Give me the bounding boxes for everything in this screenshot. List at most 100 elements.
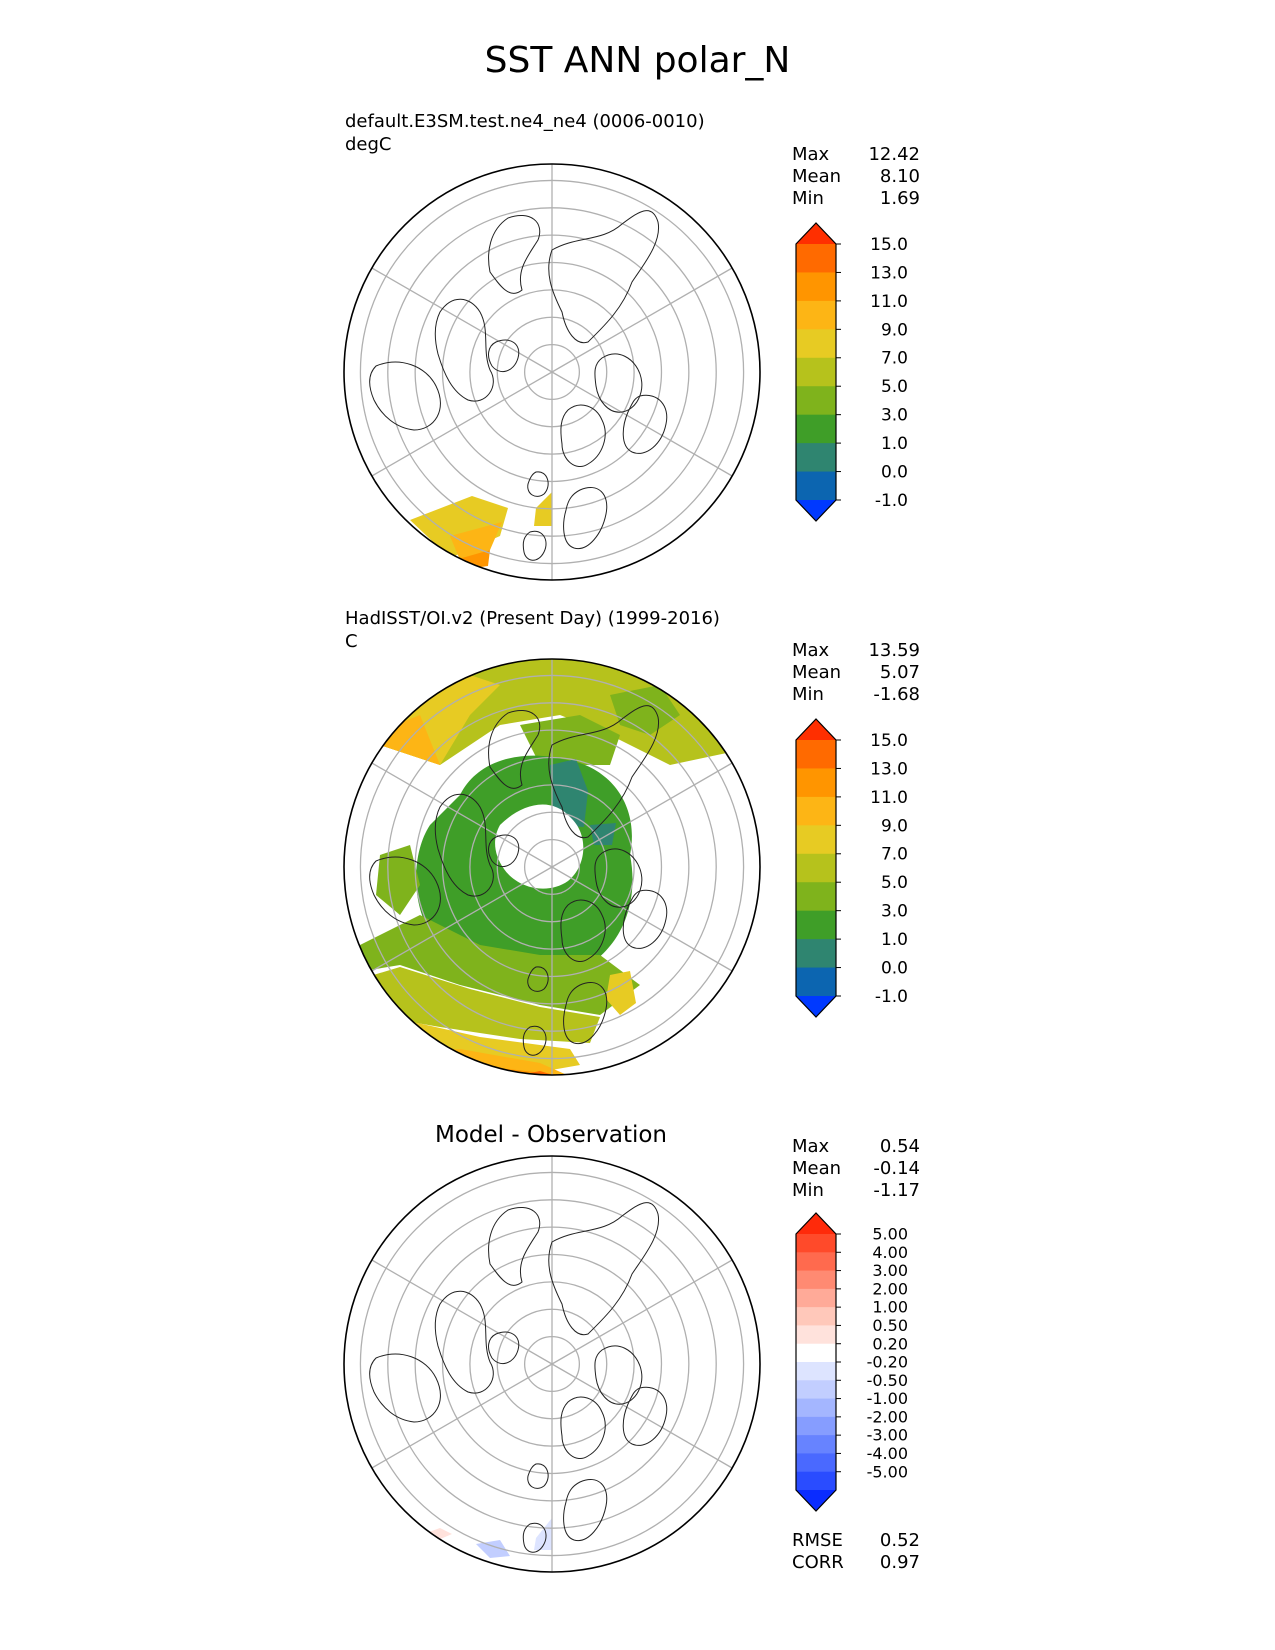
map-border	[343, 658, 761, 1076]
colorbar-extend-min	[796, 500, 836, 521]
colorbar-tick-label: 5.0	[881, 873, 908, 893]
meridian-line	[371, 866, 553, 972]
colorbar-segment	[796, 414, 836, 444]
colorbar-tick-label: 11.0	[870, 788, 908, 808]
colorbar-tick-label: 15.0	[870, 731, 908, 751]
colorbar-segment	[796, 1453, 836, 1473]
stat-label: Max	[792, 1136, 830, 1157]
colorbar-tick-label: 2.00	[872, 1279, 908, 1298]
coastline	[488, 1207, 541, 1286]
stat-value: 12.42	[868, 144, 920, 165]
meridian-line	[371, 1259, 553, 1365]
map-clip-group	[359, 164, 745, 580]
stat-label: Min	[792, 1180, 824, 1201]
panel2-polar-map	[343, 658, 761, 1076]
coastline	[594, 848, 643, 908]
coastline	[548, 1202, 660, 1336]
coastline	[527, 966, 549, 992]
stat-label: Mean	[792, 166, 842, 187]
coastline	[622, 394, 668, 454]
colorbar-tick-label: 3.00	[872, 1261, 908, 1280]
stat-value: 1.69	[879, 188, 920, 209]
panel2-colorbar: 15.0 13.0 11.0 9.0 7.0 5.0 3.0 1.0 0.0 -1.0	[795, 718, 908, 1018]
panel2-units: C	[345, 631, 358, 652]
coastline	[434, 793, 494, 897]
colorbar-segment	[796, 329, 836, 359]
colorbar-segment	[796, 1343, 836, 1363]
panel3-colorbar: 5.004.003.002.001.000.500.20-0.20-0.50-1…	[795, 1212, 908, 1512]
colorbar-segment	[796, 768, 836, 798]
colorbar-segment	[796, 1307, 836, 1326]
panel1-title: default.E3SM.test.ne4_ne4 (0006-0010)	[345, 111, 705, 132]
colorbar-tick-label: 1.0	[881, 434, 908, 454]
coastline	[563, 1479, 608, 1542]
colorbar-tick-label: -1.0	[875, 491, 908, 511]
coastline	[369, 856, 441, 926]
stat-label: Mean	[792, 662, 842, 683]
stat-value: 0.54	[879, 1136, 920, 1157]
panel2-title: HadISST/OI.v2 (Present Day) (1999-2016)	[345, 608, 720, 629]
map-clip-group	[359, 1156, 745, 1572]
colorbar-segment	[796, 939, 836, 969]
field-region	[448, 1554, 480, 1570]
colorbar-tick-label: 1.00	[872, 1298, 908, 1317]
colorbar-segment	[796, 357, 836, 387]
coastline	[548, 210, 660, 344]
coastline	[434, 1290, 494, 1394]
coastline	[527, 1463, 549, 1489]
colorbar-tick-label: 3.0	[881, 902, 908, 922]
colorbar-tick-label: 13.0	[870, 759, 908, 779]
field-region	[534, 1518, 552, 1550]
colorbar-segment	[796, 471, 836, 501]
colorbar-tick-label: 0.0	[881, 463, 908, 483]
colorbar-extend-max	[796, 223, 836, 244]
coastline	[560, 899, 606, 962]
panel3-polar-map	[343, 1155, 761, 1573]
meridian-line	[371, 267, 553, 373]
colorbar-tick-label: 3.0	[881, 406, 908, 426]
coastline	[488, 215, 541, 294]
colorbar-outline	[795, 1212, 837, 1512]
colorbar-extend-max	[796, 1213, 836, 1234]
colorbar-tick-label: 7.0	[881, 845, 908, 865]
coastline	[560, 1396, 606, 1459]
meridian-line	[551, 866, 733, 972]
coastline	[369, 1353, 441, 1423]
colorbar-tick-label: 5.00	[872, 1225, 908, 1244]
colorbar-segment	[796, 272, 836, 302]
colorbar-segment	[796, 967, 836, 997]
colorbar-tick-label: 11.0	[870, 292, 908, 312]
stat-label: Max	[792, 144, 830, 165]
coastline	[434, 298, 494, 402]
colorbar-tick-label: 4.00	[872, 1243, 908, 1262]
colorbar-tick-label: 0.20	[872, 1334, 908, 1353]
metric-value: 0.52	[879, 1530, 920, 1551]
colorbar-segment	[796, 1380, 836, 1400]
panel2-stats: Max 13.59 Mean 5.07 Min -1.68	[792, 640, 920, 706]
colorbar-segment	[796, 1471, 836, 1491]
colorbar-segment	[796, 1288, 836, 1308]
metric-label: RMSE	[792, 1530, 843, 1551]
stat-value: -0.14	[873, 1158, 920, 1179]
map-border	[343, 1155, 761, 1573]
coastline	[369, 361, 441, 431]
coastline	[488, 710, 541, 789]
meridian-line	[551, 267, 733, 373]
colorbar-segment	[796, 1398, 836, 1418]
stat-value: 8.10	[879, 166, 920, 187]
colorbar-tick-label: -1.00	[867, 1389, 908, 1408]
field-region	[344, 915, 640, 1015]
stat-label: Min	[792, 684, 824, 705]
colorbar-segment	[796, 1435, 836, 1454]
meridian-line	[371, 1363, 553, 1469]
colorbar-tick-label: 9.0	[881, 816, 908, 836]
coastline	[488, 834, 520, 868]
panel1-stats: Max 12.42 Mean 8.10 Min 1.69	[792, 144, 920, 210]
coastline	[563, 982, 608, 1045]
coastline	[594, 1345, 643, 1405]
coastline	[560, 404, 606, 467]
stat-value: 5.07	[879, 662, 920, 683]
colorbar-tick-label: 0.0	[881, 959, 908, 979]
colorbar-tick-label: -5.00	[867, 1462, 908, 1481]
panel3-title: Model - Observation	[434, 1122, 668, 1148]
